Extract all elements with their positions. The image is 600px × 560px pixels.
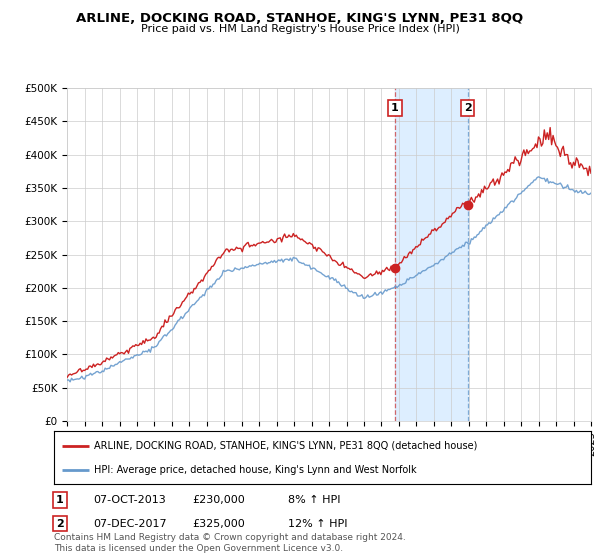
Text: 07-DEC-2017: 07-DEC-2017 bbox=[93, 519, 167, 529]
Text: HPI: Average price, detached house, King's Lynn and West Norfolk: HPI: Average price, detached house, King… bbox=[94, 465, 417, 475]
Text: 2: 2 bbox=[464, 103, 472, 113]
Text: £325,000: £325,000 bbox=[192, 519, 245, 529]
Text: ARLINE, DOCKING ROAD, STANHOE, KING'S LYNN, PE31 8QQ (detached house): ARLINE, DOCKING ROAD, STANHOE, KING'S LY… bbox=[94, 441, 478, 451]
Text: 1: 1 bbox=[391, 103, 399, 113]
Text: 8% ↑ HPI: 8% ↑ HPI bbox=[288, 495, 341, 505]
Bar bbox=[395, 88, 467, 421]
Text: 2: 2 bbox=[56, 519, 64, 529]
Text: This data is licensed under the Open Government Licence v3.0.: This data is licensed under the Open Gov… bbox=[54, 544, 343, 553]
Text: £230,000: £230,000 bbox=[192, 495, 245, 505]
Text: 07-OCT-2013: 07-OCT-2013 bbox=[93, 495, 166, 505]
Text: Contains HM Land Registry data © Crown copyright and database right 2024.: Contains HM Land Registry data © Crown c… bbox=[54, 533, 406, 542]
Text: 12% ↑ HPI: 12% ↑ HPI bbox=[288, 519, 347, 529]
Text: 1: 1 bbox=[56, 495, 64, 505]
Text: Price paid vs. HM Land Registry's House Price Index (HPI): Price paid vs. HM Land Registry's House … bbox=[140, 24, 460, 34]
Text: ARLINE, DOCKING ROAD, STANHOE, KING'S LYNN, PE31 8QQ: ARLINE, DOCKING ROAD, STANHOE, KING'S LY… bbox=[76, 12, 524, 25]
